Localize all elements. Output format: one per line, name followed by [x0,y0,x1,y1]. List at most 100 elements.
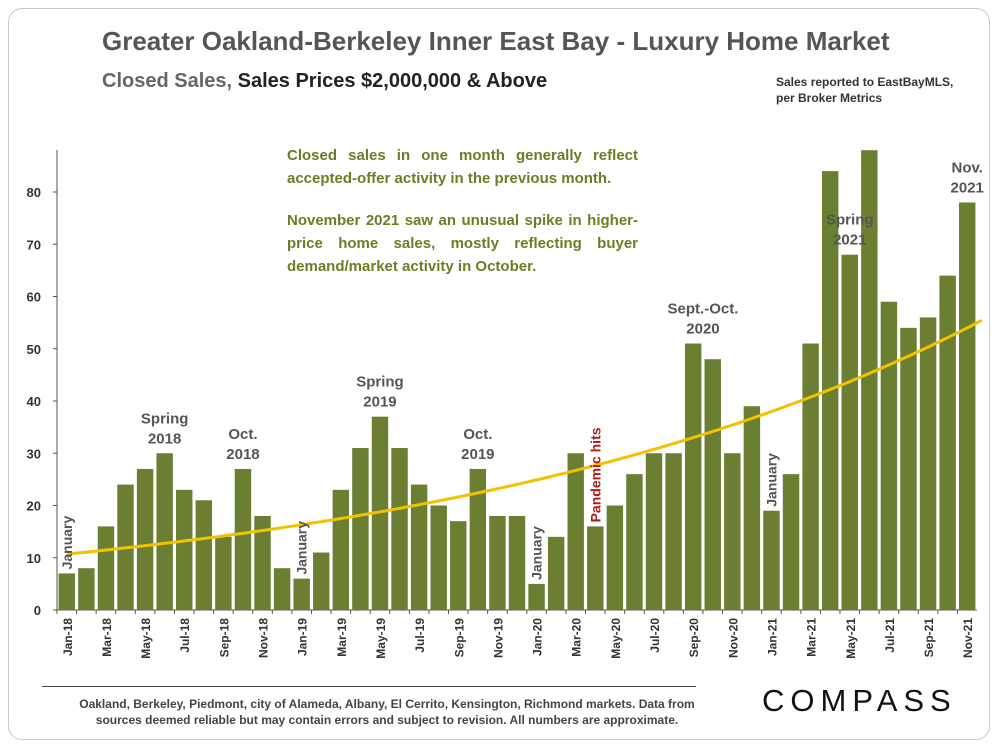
january-label: January [294,521,310,575]
annotation-note-1: Closed sales in one month generally refl… [287,147,638,187]
bar [587,526,604,610]
bar [547,536,565,610]
y-tick-label: 80 [27,185,41,200]
bar [234,468,252,610]
bar [880,301,898,610]
footer-disclaimer: Oakland, Berkeley, Piedmont, city of Ala… [42,696,732,728]
bar [176,489,193,610]
annotation-note-2: November 2021 saw an unusual spike in hi… [287,212,638,275]
bar [919,317,937,610]
annotation-label: Nov. [952,159,983,176]
x-tick-label: Jul-19 [413,618,427,653]
y-tick-label: 30 [27,446,41,461]
bar [802,343,819,610]
january-label: January [529,526,545,580]
x-tick-label: Nov-21 [961,618,975,658]
y-tick-label: 0 [34,603,41,618]
x-tick-label: Mar-19 [335,618,349,657]
bar [489,515,506,610]
bar [410,484,428,610]
bar [704,359,721,610]
x-tick-label: Mar-20 [570,618,584,657]
bar [861,150,878,610]
x-tick-label: Jul-21 [883,618,897,653]
subtitle-prefix: Closed Sales, [102,70,233,92]
bar [841,254,858,610]
bar [724,453,741,610]
bar [508,515,526,610]
bar [743,406,761,610]
bar [684,343,702,610]
bar [469,468,487,610]
annotation-label: Sept.-Oct. [668,301,739,318]
x-tick-label: May-20 [609,618,623,659]
x-tick-label: Nov-19 [491,618,505,658]
x-tick-label: Jan-19 [296,618,310,656]
bar [958,202,976,610]
annotation-label: 2018 [226,446,259,463]
bar [313,552,330,610]
x-tick-label: Jul-20 [648,618,662,653]
bar [665,453,682,610]
x-tick-label: Mar-21 [805,618,819,657]
x-tick-label: Nov-20 [726,618,740,658]
source-line-1: Sales reported to EastBayMLS, [776,75,954,89]
x-tick-label: Sep-19 [452,618,466,658]
x-tick-label: May-19 [374,618,388,659]
annotation-label: 2020 [686,321,719,338]
x-tick-label: May-21 [844,618,858,659]
bar [254,515,271,610]
bar [136,468,154,610]
chart-subtitle: Closed Sales, Sales Prices $2,000,000 & … [102,70,547,93]
footer-divider [42,686,696,687]
x-tick-label: Nov-18 [257,618,271,658]
bar [273,568,291,610]
bar [215,536,232,610]
bar [332,489,350,610]
annotation-label: Spring [141,410,189,427]
annotation-label: Oct. [463,426,492,443]
footer-line-2: sources deemed reliable but may contain … [95,713,679,727]
footer-line-1: Oakland, Berkeley, Piedmont, city of Ala… [79,697,695,711]
x-tick-label: Sep-21 [922,618,936,658]
bar [450,521,467,610]
y-tick-label: 10 [27,551,41,566]
bar [195,500,213,610]
bar [939,275,956,610]
bar [782,474,800,610]
bar [626,474,643,610]
bar [293,578,310,610]
annotation-label: Spring [826,212,874,229]
bar [763,510,780,610]
x-tick-label: May-18 [139,618,153,659]
bar [528,583,545,610]
annotation-label: 2019 [363,394,396,411]
y-tick-label: 60 [27,290,41,305]
bar [430,505,447,610]
annotation-label: 2021 [833,232,866,249]
january-label: January [763,453,779,507]
compass-logo: COMPASS [762,683,957,718]
bar [645,453,663,610]
trend-line [66,318,983,556]
x-tick-label: Jan-21 [765,618,779,656]
x-tick-label: Jan-20 [531,618,545,656]
annotation-label: 2018 [148,430,181,447]
bar [567,453,584,610]
bar [900,327,917,610]
annotation-label: 2021 [951,179,984,196]
x-tick-label: Jul-18 [178,618,192,653]
bar [371,416,389,610]
bar [97,526,115,610]
annotation-label: 2019 [461,446,494,463]
subtitle-main: Sales Prices $2,000,000 & Above [237,70,548,92]
bar [391,448,408,610]
bar [606,505,624,610]
y-tick-label: 70 [27,237,41,252]
annotation-label: Spring [356,374,404,391]
bar [78,568,95,610]
y-tick-label: 40 [27,394,41,409]
x-tick-label: Jan-18 [61,618,75,656]
bar [156,453,173,610]
